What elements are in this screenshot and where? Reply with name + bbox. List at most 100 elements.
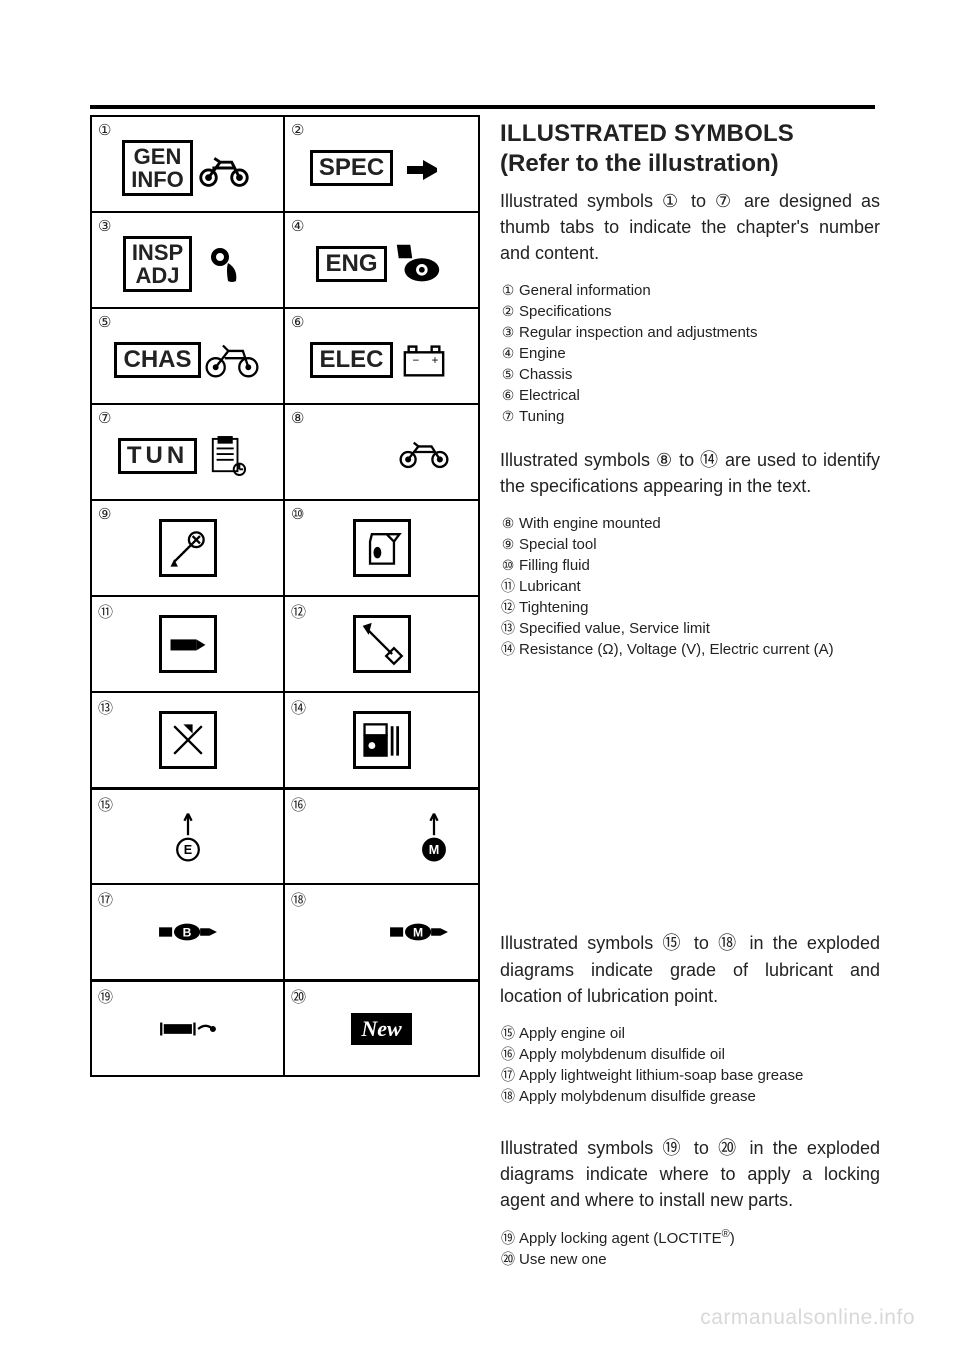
cell-18: ⑱ M	[285, 883, 478, 979]
cell-num-18: ⑱	[291, 889, 306, 910]
cell-11: ⑪	[92, 595, 285, 691]
adjust-icon	[194, 239, 252, 289]
section1-intro: Illustrated symbols ① to ⑦ are designed …	[500, 188, 880, 266]
cell-10: ⑩	[285, 499, 478, 595]
special-tool-icon	[159, 519, 217, 577]
cell-num-7: ⑦	[98, 409, 111, 427]
svg-text:+: +	[431, 355, 438, 367]
loctite-text: Apply locking agent (LOCTITE®)	[519, 1230, 735, 1247]
cell-5: ⑤ CHAS	[92, 307, 285, 403]
cell-num-14: ⑭	[291, 697, 306, 718]
page-subtitle: (Refer to the illustration)	[500, 150, 880, 178]
svg-text:−: −	[412, 355, 419, 367]
tab-label-spec: SPEC	[310, 150, 393, 185]
legend-item: ⑧With engine mounted	[500, 513, 880, 534]
loctite-icon	[153, 999, 223, 1059]
cell-4: ④ ENG	[285, 211, 478, 307]
tightening-icon	[353, 615, 411, 673]
svg-text:M: M	[429, 843, 440, 857]
section4-legend: ⑲Apply locking agent (LOCTITE®) ⑳Use new…	[500, 1227, 880, 1270]
legend-item: ⑬Specified value, Service limit	[500, 618, 880, 639]
cell-1: ① GENINFO	[92, 115, 285, 211]
cell-16: ⑯ M	[285, 787, 478, 883]
lithium-grease-icon: B	[153, 902, 223, 962]
motorcycle-small-icon	[291, 422, 472, 482]
legend-item: ⑫Tightening	[500, 597, 880, 618]
cell-2: ② SPEC	[285, 115, 478, 211]
section4-intro: Illustrated symbols ⑲ to ⑳ in the explod…	[500, 1135, 880, 1213]
page: ① GENINFO ② SPEC ③	[0, 0, 960, 1330]
engine-icon	[389, 239, 447, 289]
text-column: ILLUSTRATED SYMBOLS (Refer to the illust…	[500, 115, 880, 1290]
legend-item: ⑯Apply molybdenum disulfide oil	[500, 1044, 880, 1065]
cell-7: ⑦ TUN	[92, 403, 285, 499]
page-title: ILLUSTRATED SYMBOLS	[500, 120, 880, 148]
cell-num-17: ⑰	[98, 889, 113, 910]
cell-num-9: ⑨	[98, 505, 111, 523]
tab-7: TUN	[98, 423, 277, 481]
cell-num-2: ②	[291, 121, 304, 139]
legend-item: ⑳Use new one	[500, 1249, 880, 1270]
motorcycle-icon	[195, 143, 253, 193]
top-rule	[90, 105, 875, 109]
legend-item: ⑱Apply molybdenum disulfide grease	[500, 1086, 880, 1107]
cell-num-10: ⑩	[291, 505, 304, 523]
cell-num-19: ⑲	[98, 986, 113, 1007]
tab-label-insp-adj: INSPADJ	[123, 236, 192, 292]
cell-num-3: ③	[98, 217, 111, 235]
cell-6: ⑥ ELEC −+	[285, 307, 478, 403]
cell-num-13: ⑬	[98, 697, 113, 718]
legend-item: ⑥Electrical	[500, 385, 880, 406]
cell-8: ⑧	[285, 403, 478, 499]
section3-legend: ⑮Apply engine oil ⑯Apply molybdenum disu…	[500, 1023, 880, 1107]
legend-item: ⑪Lubricant	[500, 576, 880, 597]
cell-num-5: ⑤	[98, 313, 111, 331]
svg-text:M: M	[413, 926, 423, 940]
legend-item: ①General information	[500, 280, 880, 301]
section1-legend: ①General information ②Specifications ③Re…	[500, 280, 880, 427]
tab-1: GENINFO	[98, 132, 277, 196]
tab-3: INSPADJ	[98, 228, 277, 292]
cell-3: ③ INSPADJ	[92, 211, 285, 307]
svg-text:B: B	[182, 926, 191, 940]
legend-item: ⑦Tuning	[500, 406, 880, 427]
legend-item: ⑤Chassis	[500, 364, 880, 385]
battery-icon: −+	[395, 335, 453, 385]
cell-num-11: ⑪	[98, 601, 113, 622]
cell-20: ⑳ New	[285, 979, 478, 1075]
section2-legend: ⑧With engine mounted ⑨Special tool ⑩Fill…	[500, 513, 880, 660]
moly-oil-icon: M	[291, 807, 472, 867]
tab-5: CHAS	[98, 327, 277, 385]
legend-item: ④Engine	[500, 343, 880, 364]
tab-label-eng: ENG	[316, 246, 386, 281]
cell-num-8: ⑧	[291, 409, 304, 427]
tab-label-chas: CHAS	[114, 342, 200, 377]
moly-grease-icon: M	[291, 902, 472, 962]
specified-value-icon	[159, 711, 217, 769]
cell-num-16: ⑯	[291, 794, 306, 815]
cell-num-4: ④	[291, 217, 304, 235]
legend-item: ⑰Apply lightweight lithium-soap base gre…	[500, 1065, 880, 1086]
tab-4: ENG	[291, 231, 472, 289]
cell-num-12: ⑫	[291, 601, 306, 622]
section2-intro: Illustrated symbols ⑧ to ⑭ are used to i…	[500, 447, 880, 499]
bolt-icon	[395, 143, 453, 193]
svg-text:E: E	[183, 843, 191, 857]
bicycle-icon	[203, 335, 261, 385]
resistance-icon	[353, 711, 411, 769]
cell-num-1: ①	[98, 121, 111, 139]
cell-15: ⑮ E	[92, 787, 285, 883]
legend-item: ③Regular inspection and adjustments	[500, 322, 880, 343]
cell-19: ⑲	[92, 979, 285, 1075]
tab-2: SPEC	[291, 135, 472, 193]
symbol-grid: ① GENINFO ② SPEC ③	[90, 115, 480, 1077]
section3-intro: Illustrated symbols ⑮ to ⑱ in the explod…	[500, 930, 880, 1008]
tab-label-gen-info: GENINFO	[122, 140, 193, 196]
symbol-grid-container: ① GENINFO ② SPEC ③	[90, 115, 480, 1290]
spacer	[500, 680, 880, 930]
legend-item: ②Specifications	[500, 301, 880, 322]
filling-fluid-icon	[353, 519, 411, 577]
engine-oil-icon: E	[153, 807, 223, 867]
lubricant-icon	[159, 615, 217, 673]
legend-item: ⑲Apply locking agent (LOCTITE®)	[500, 1227, 880, 1249]
